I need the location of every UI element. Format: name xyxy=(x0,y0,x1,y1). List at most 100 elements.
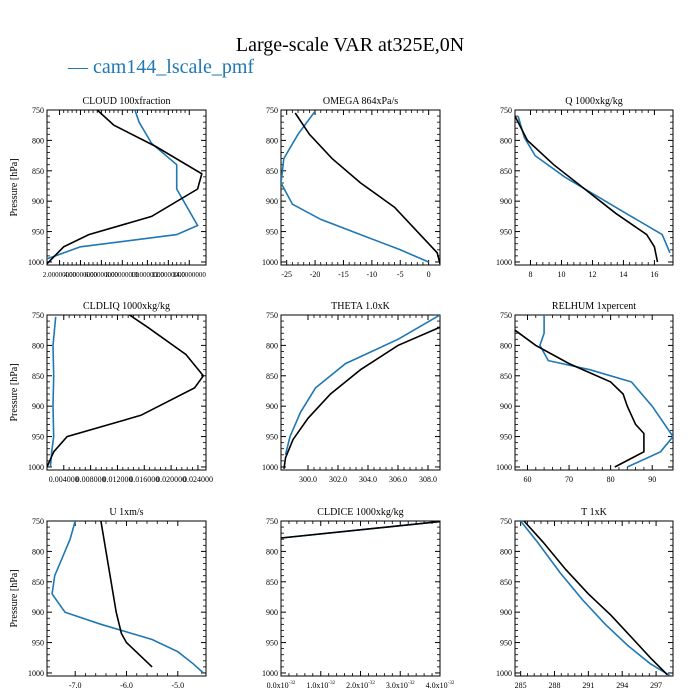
y-tick-label: 950 xyxy=(500,433,512,442)
y-tick-label: 1000 xyxy=(28,463,44,472)
y-tick-label: 950 xyxy=(32,433,44,442)
x-tick-label: 297 xyxy=(650,681,662,690)
x-tick-label: 14 xyxy=(619,270,627,279)
x-tick-label: 294 xyxy=(616,681,628,690)
series-line-black xyxy=(515,115,659,263)
y-tick-label: 1000 xyxy=(28,669,44,678)
y-tick-label: 1000 xyxy=(496,258,512,267)
y-tick-label: 800 xyxy=(32,547,44,556)
y-tick-label: 800 xyxy=(500,547,512,556)
x-tick-label: 304.0 xyxy=(359,475,377,484)
y-tick-label: 750 xyxy=(500,106,512,115)
x-tick-label: 0.0x10-32 xyxy=(267,681,296,690)
series-line-black xyxy=(283,326,440,469)
x-tick-label: 0.020000 xyxy=(156,475,186,484)
x-tick-label: 0 xyxy=(427,270,431,279)
x-tick-label: 70 xyxy=(565,475,573,484)
panel-title: CLDLIQ 1000xkg/kg xyxy=(83,301,170,312)
panel-title: THETA 1.0xK xyxy=(331,301,390,312)
y-tick-label: 950 xyxy=(500,228,512,237)
y-tick-label: 900 xyxy=(500,402,512,411)
y-tick-label: 900 xyxy=(32,402,44,411)
series-line-blue xyxy=(517,115,671,254)
x-tick-exponent: -32 xyxy=(328,681,335,686)
series-line-black xyxy=(47,315,205,468)
x-tick-label: 12 xyxy=(588,270,596,279)
y-tick-label: 1000 xyxy=(262,669,278,678)
x-tick-label: 2.0x10-32 xyxy=(346,681,375,690)
x-tick-label: 288 xyxy=(549,681,561,690)
y-tick-label: 750 xyxy=(266,311,278,320)
y-tick-label: 750 xyxy=(500,517,512,526)
y-tick-label: 750 xyxy=(266,517,278,526)
series-line-black xyxy=(515,329,645,468)
x-tick-label: -6.0 xyxy=(120,681,133,690)
x-tick-label: -15 xyxy=(338,270,349,279)
x-tick-label: 0.008000 xyxy=(76,475,106,484)
x-tick-label: 4.00000000 xyxy=(64,271,98,279)
series-line-blue xyxy=(281,110,429,263)
x-tick-label: 302.0 xyxy=(329,475,347,484)
y-axis-label: Pressure [hPa] xyxy=(9,158,20,216)
x-tick-label: 306.0 xyxy=(389,475,407,484)
x-tick-exponent: -32 xyxy=(368,681,375,686)
series-line-black xyxy=(100,521,153,668)
panel-title: U 1xm/s xyxy=(109,507,143,518)
x-tick-label: 6.00000000 xyxy=(85,271,119,279)
figure-title: Large-scale VAR at325E,0N xyxy=(235,34,465,56)
series-line-blue xyxy=(47,110,199,260)
y-tick-label: 900 xyxy=(266,608,278,617)
y-tick-label: 850 xyxy=(500,578,512,587)
y-tick-label: 850 xyxy=(32,167,44,176)
x-tick-label: 300.0 xyxy=(299,475,317,484)
x-tick-label: 3.0x10-32 xyxy=(386,681,415,690)
x-tick-label: 12.0000000 xyxy=(152,271,186,279)
y-tick-label: 950 xyxy=(266,639,278,648)
x-tick-label: 291 xyxy=(582,681,594,690)
plot-frame xyxy=(514,520,674,677)
plot-frame xyxy=(46,314,207,471)
x-tick-label: 8.00000000 xyxy=(106,271,140,279)
y-tick-label: 1000 xyxy=(28,258,44,267)
y-tick-label: 800 xyxy=(266,341,278,350)
panel-4: CLDLIQ 1000xkg/kg 750 800 850 900 950 1000 Pres… xyxy=(9,301,213,484)
panel-title: OMEGA 864xPa/s xyxy=(323,96,398,107)
y-tick-label: 800 xyxy=(266,136,278,145)
panel-3: Q 1000xkg/kg 750 800 850 900 950 1000 8 10 12 14 16 xyxy=(496,96,674,279)
series-line-black xyxy=(523,521,668,676)
y-tick-label: 850 xyxy=(32,372,44,381)
legend-series-name: cam144_lscale_pmf xyxy=(93,56,255,78)
x-tick-label: -25 xyxy=(281,270,292,279)
y-tick-label: 1000 xyxy=(496,463,512,472)
y-tick-label: 1000 xyxy=(262,258,278,267)
x-tick-label: 16 xyxy=(650,270,658,279)
plot-frame xyxy=(514,109,674,266)
y-tick-label: 750 xyxy=(32,311,44,320)
series-line-black xyxy=(281,521,440,539)
y-tick-label: 950 xyxy=(32,228,44,237)
series-line-blue xyxy=(51,521,204,674)
panel-title: CLDICE 1000xkg/kg xyxy=(317,507,403,518)
x-tick-exponent: -32 xyxy=(448,681,455,686)
x-tick-label: 0.024000 xyxy=(183,475,213,484)
x-tick-label: 10 xyxy=(557,270,565,279)
x-tick-label: 0.016000 xyxy=(129,475,159,484)
y-tick-label: 850 xyxy=(32,578,44,587)
y-axis-label: Pressure [hPa] xyxy=(9,569,20,627)
y-tick-label: 1000 xyxy=(496,669,512,678)
y-tick-label: 900 xyxy=(32,608,44,617)
x-tick-label: 0.012000 xyxy=(102,475,132,484)
y-tick-label: 900 xyxy=(500,197,512,206)
panel-title: RELHUM 1xpercent xyxy=(552,301,636,312)
x-tick-label: -7.0 xyxy=(69,681,82,690)
y-tick-label: 900 xyxy=(32,197,44,206)
x-tick-label: 80 xyxy=(607,475,615,484)
y-tick-label: 750 xyxy=(500,311,512,320)
x-tick-exponent: -32 xyxy=(408,681,415,686)
plot-frame xyxy=(280,109,441,266)
y-tick-label: 750 xyxy=(32,106,44,115)
x-tick-label: 285 xyxy=(515,681,527,690)
x-tick-label: -5.0 xyxy=(171,681,184,690)
x-tick-label: 2.00000000 xyxy=(43,271,77,279)
